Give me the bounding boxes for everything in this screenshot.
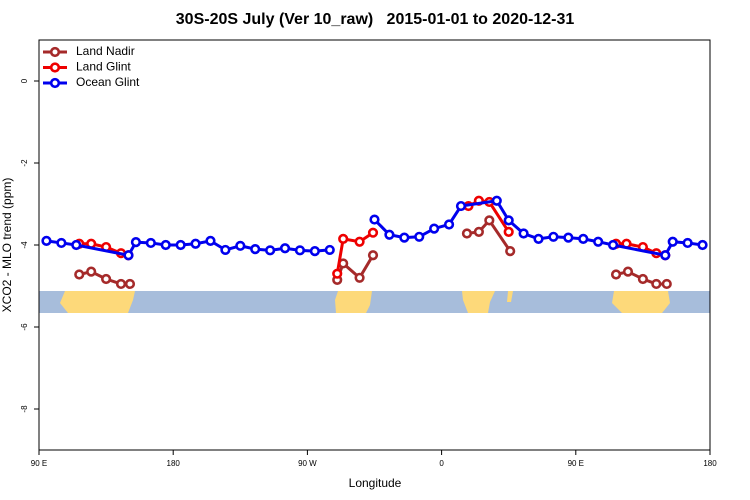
data-point <box>384 229 395 240</box>
land <box>507 291 513 302</box>
data-point <box>100 273 112 285</box>
x-tick-label: 180 <box>167 459 181 468</box>
x-tick-label: 0 <box>439 459 444 468</box>
data-point <box>338 233 349 244</box>
x-axis-label: Longitude <box>349 476 402 490</box>
data-point <box>429 223 440 234</box>
data-point <box>399 232 410 243</box>
data-point <box>56 237 67 249</box>
data-point <box>443 219 455 230</box>
map-strip <box>39 291 710 313</box>
data-point <box>563 232 574 243</box>
data-point <box>533 233 544 244</box>
data-point <box>607 239 619 251</box>
data-point <box>123 250 134 261</box>
data-point <box>667 236 678 247</box>
data-point <box>622 266 634 277</box>
x-tick-label: 180 <box>703 459 717 468</box>
data-point <box>41 235 52 246</box>
data-point <box>235 240 246 251</box>
y-tick-label: -6 <box>20 323 29 331</box>
legend-marker <box>49 46 61 58</box>
data-point <box>455 200 467 212</box>
land <box>60 291 135 313</box>
data-point <box>503 215 514 226</box>
legend-label: Ocean Glint <box>76 75 140 89</box>
data-point <box>367 250 379 261</box>
data-point <box>697 239 708 251</box>
data-point <box>660 250 671 261</box>
data-point <box>637 273 649 285</box>
data-point <box>309 246 320 257</box>
data-point <box>279 243 291 254</box>
data-point <box>354 236 365 247</box>
data-point <box>86 266 97 277</box>
data-point <box>74 269 85 280</box>
data-point <box>124 278 136 290</box>
data-point <box>115 278 127 290</box>
data-point <box>518 228 529 239</box>
data-point <box>332 268 343 279</box>
y-tick-label: 0 <box>20 78 29 83</box>
data-point <box>593 236 604 247</box>
data-point <box>145 237 156 249</box>
y-axis-label: XCO2 - MLO trend (ppm) <box>0 178 14 313</box>
data-point <box>682 237 693 249</box>
data-point <box>324 244 335 256</box>
data-point <box>220 244 231 256</box>
data-point <box>369 214 380 225</box>
x-tick-label: 90 W <box>298 459 317 468</box>
y-tick-label: -2 <box>20 159 29 167</box>
data-point <box>461 228 473 239</box>
data-point <box>473 226 484 237</box>
x-tick-label: 90 E <box>31 459 47 468</box>
data-point <box>491 195 502 206</box>
data-point <box>484 215 495 226</box>
data-point <box>548 231 559 242</box>
data-point <box>414 231 425 242</box>
data-point <box>661 278 672 290</box>
ocean <box>39 291 710 313</box>
data-point <box>130 237 142 248</box>
data-point <box>205 235 216 246</box>
land <box>462 291 495 313</box>
data-point <box>294 245 306 256</box>
data-point <box>250 244 261 255</box>
data-point <box>160 239 171 251</box>
data-point <box>175 239 186 251</box>
data-point <box>578 233 589 244</box>
legend-label: Land Glint <box>76 60 131 74</box>
data-point <box>354 272 365 283</box>
y-tick-label: -8 <box>20 405 29 413</box>
land <box>335 291 372 313</box>
data-point <box>190 238 201 249</box>
legend-marker <box>49 77 61 89</box>
data-point <box>610 269 622 280</box>
data-point <box>651 278 662 290</box>
data-point <box>503 226 514 237</box>
data-point <box>505 246 516 257</box>
chart-title: 30S-20S July (Ver 10_raw) 2015-01-01 to … <box>176 11 575 28</box>
land <box>612 291 670 313</box>
y-tick-label: -4 <box>20 241 29 249</box>
data-point <box>71 239 82 251</box>
legend-label: Land Nadir <box>76 44 135 58</box>
x-tick-label: 90 E <box>568 459 584 468</box>
legend-marker <box>49 62 61 73</box>
data-point <box>265 245 276 256</box>
data-point <box>367 227 379 238</box>
